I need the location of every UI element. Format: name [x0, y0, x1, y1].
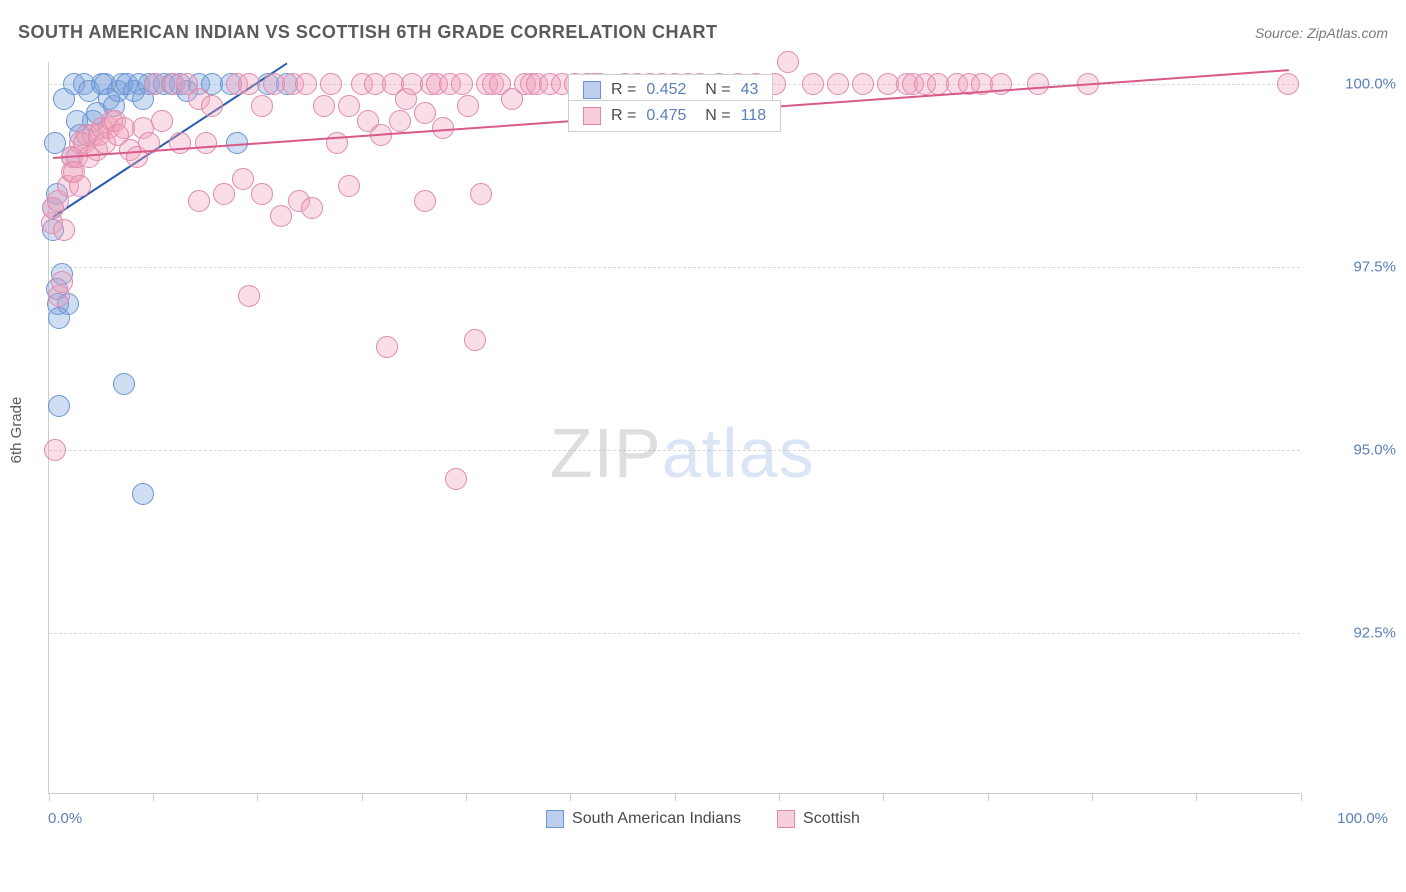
plot-area: 92.5%95.0%97.5%100.0%ZIPatlas: [48, 62, 1300, 794]
data-point-scot: [251, 95, 273, 117]
data-point-scot: [301, 197, 323, 219]
data-point-scot: [827, 73, 849, 95]
data-point-scot: [414, 102, 436, 124]
chart-title: SOUTH AMERICAN INDIAN VS SCOTTISH 6TH GR…: [18, 22, 718, 43]
data-point-scot: [232, 168, 254, 190]
y-tick-label: 95.0%: [1306, 441, 1396, 458]
y-axis-title: 6th Grade: [8, 397, 25, 464]
data-point-scot: [445, 468, 467, 490]
chart-source: Source: ZipAtlas.com: [1255, 25, 1388, 41]
data-point-sai: [113, 373, 135, 395]
legend-swatch-scot: [583, 107, 601, 125]
data-point-scot: [44, 439, 66, 461]
bottom-legend: South American Indians Scottish: [546, 810, 860, 828]
data-point-scot: [320, 73, 342, 95]
x-tick: [257, 793, 258, 801]
data-point-scot: [188, 190, 210, 212]
data-point-scot: [1277, 73, 1299, 95]
n-value: 43: [741, 81, 759, 99]
x-tick: [779, 793, 780, 801]
data-point-scot: [338, 95, 360, 117]
y-tick-label: 97.5%: [1306, 258, 1396, 275]
data-point-scot: [376, 336, 398, 358]
data-point-scot: [451, 73, 473, 95]
data-point-sai: [132, 483, 154, 505]
legend-swatch-sai: [583, 81, 601, 99]
legend-label: Scottish: [803, 810, 860, 828]
data-point-scot: [470, 183, 492, 205]
r-label: R =: [611, 107, 636, 125]
data-point-scot: [802, 73, 824, 95]
y-tick-label: 92.5%: [1306, 624, 1396, 641]
data-point-scot: [195, 132, 217, 154]
x-axis-max-label: 100.0%: [1337, 810, 1388, 827]
x-tick: [988, 793, 989, 801]
legend-swatch-icon: [777, 810, 795, 828]
legend-item-sai: South American Indians: [546, 810, 741, 828]
data-point-sai: [48, 395, 70, 417]
data-point-scot: [201, 95, 223, 117]
data-point-scot: [313, 95, 335, 117]
data-point-scot: [151, 110, 173, 132]
watermark: ZIPatlas: [550, 413, 815, 493]
n-value: 118: [741, 107, 767, 125]
r-value: 0.452: [646, 81, 686, 99]
gridline: [49, 633, 1300, 634]
data-point-scot: [238, 73, 260, 95]
data-point-scot: [238, 285, 260, 307]
x-tick: [1092, 793, 1093, 801]
data-point-scot: [464, 329, 486, 351]
data-point-scot: [213, 183, 235, 205]
n-label: N =: [696, 81, 730, 99]
data-point-scot: [457, 95, 479, 117]
data-point-scot: [326, 132, 348, 154]
x-tick: [1301, 793, 1302, 801]
y-tick-label: 100.0%: [1306, 75, 1396, 92]
x-tick: [466, 793, 467, 801]
chart-header: SOUTH AMERICAN INDIAN VS SCOTTISH 6TH GR…: [18, 22, 1388, 43]
x-tick: [49, 793, 50, 801]
x-tick: [883, 793, 884, 801]
gridline: [49, 267, 1300, 268]
r-value: 0.475: [646, 107, 686, 125]
data-point-scot: [51, 271, 73, 293]
x-tick: [675, 793, 676, 801]
x-tick: [1196, 793, 1197, 801]
x-axis-min-label: 0.0%: [48, 810, 82, 827]
data-point-scot: [251, 183, 273, 205]
legend-swatch-icon: [546, 810, 564, 828]
data-point-scot: [389, 110, 411, 132]
data-point-scot: [338, 175, 360, 197]
data-point-scot: [295, 73, 317, 95]
gridline: [49, 450, 1300, 451]
data-point-scot: [852, 73, 874, 95]
n-label: N =: [696, 107, 730, 125]
r-label: R =: [611, 81, 636, 99]
data-point-scot: [53, 219, 75, 241]
x-tick: [153, 793, 154, 801]
data-point-scot: [270, 205, 292, 227]
legend-label: South American Indians: [572, 810, 741, 828]
data-point-scot: [1027, 73, 1049, 95]
data-point-scot: [69, 175, 91, 197]
x-tick: [570, 793, 571, 801]
legend-item-scot: Scottish: [777, 810, 860, 828]
stats-box-scot: R = 0.475 N = 118: [568, 100, 781, 132]
data-point-scot: [777, 51, 799, 73]
data-point-scot: [414, 190, 436, 212]
x-tick: [362, 793, 363, 801]
